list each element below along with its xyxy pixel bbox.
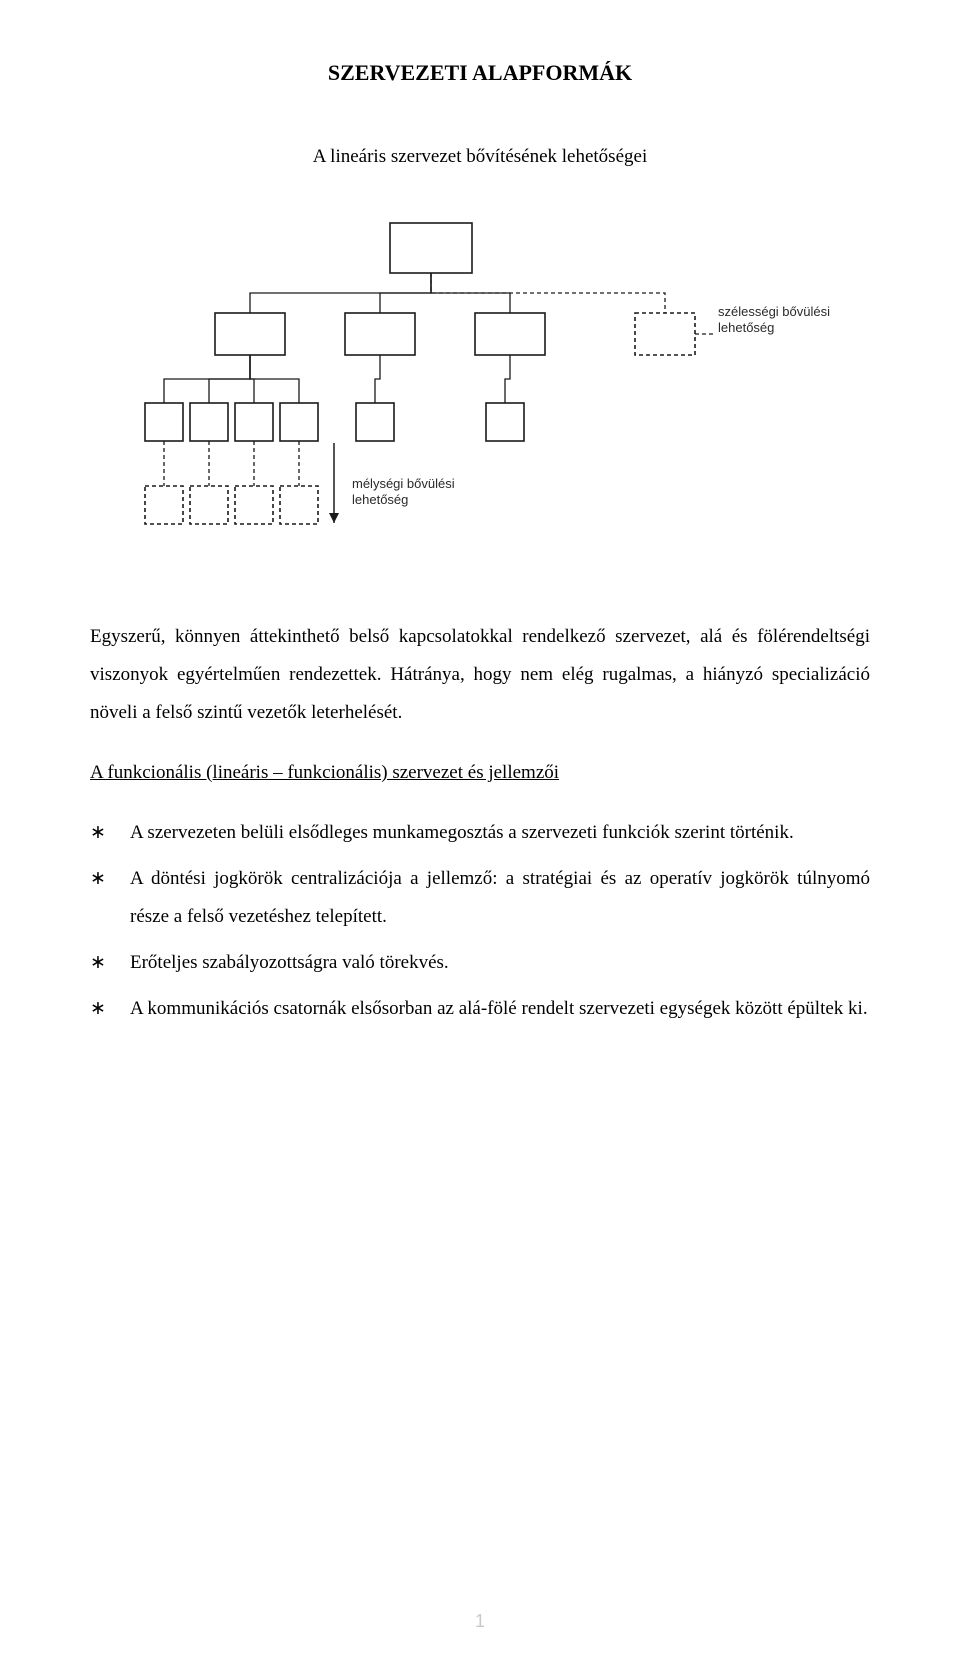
- svg-text:lehetőség: lehetőség: [352, 492, 408, 507]
- page-number: 1: [0, 1611, 960, 1632]
- page-title: SZERVEZETI ALAPFORMÁK: [90, 60, 870, 86]
- intro-paragraph: Egyszerű, könnyen áttekinthető belső kap…: [90, 618, 870, 732]
- section-heading: A funkcionális (lineáris – funkcionális)…: [90, 762, 870, 784]
- org-chart-diagram: szélességi bővülésilehetőségmélységi bőv…: [90, 208, 870, 558]
- svg-text:szélességi bővülési: szélességi bővülési: [718, 304, 830, 319]
- bullet-item: Erőteljes szabályozottságra való törekvé…: [90, 944, 870, 982]
- svg-text:lehetőség: lehetőség: [718, 320, 774, 335]
- bullet-item: A döntési jogkörök centralizációja a jel…: [90, 860, 870, 936]
- svg-text:mélységi bővülési: mélységi bővülési: [352, 476, 455, 491]
- page-subtitle: A lineáris szervezet bővítésének lehetős…: [90, 146, 870, 168]
- bullet-item: A szervezeten belüli elsődleges munkameg…: [90, 814, 870, 852]
- bullet-list: A szervezeten belüli elsődleges munkameg…: [90, 814, 870, 1028]
- bullet-item: A kommunikációs csatornák elsősorban az …: [90, 990, 870, 1028]
